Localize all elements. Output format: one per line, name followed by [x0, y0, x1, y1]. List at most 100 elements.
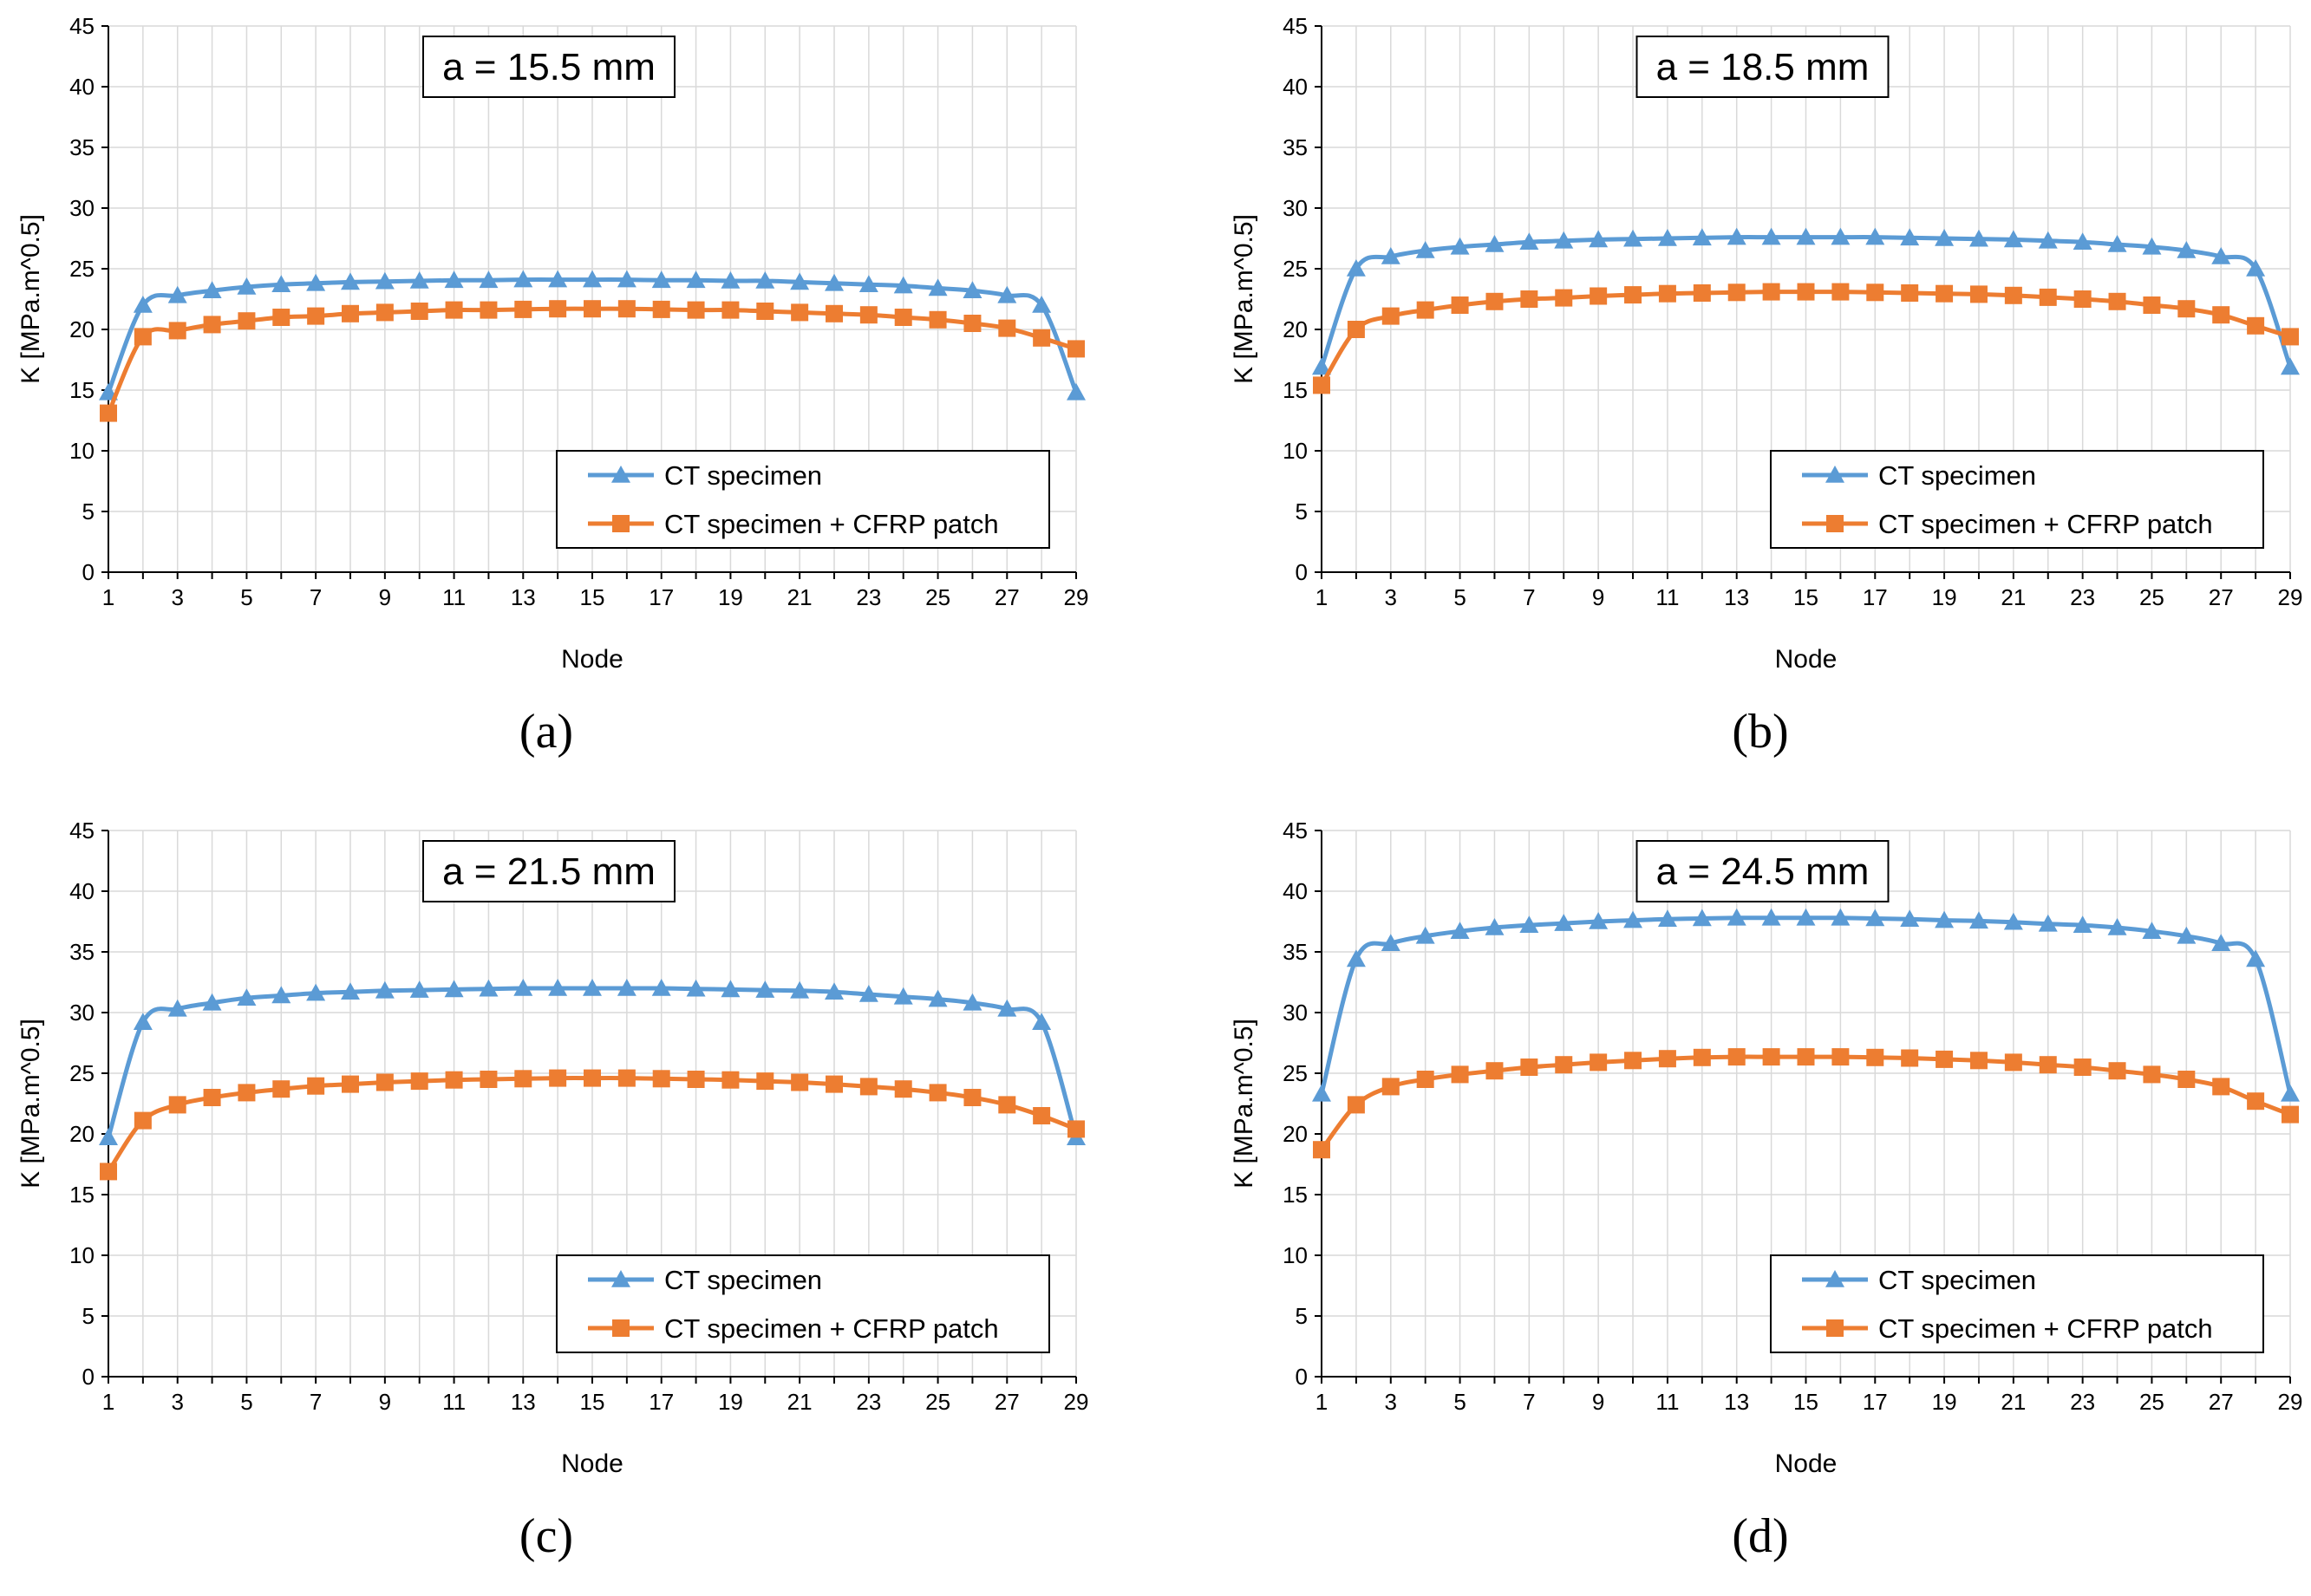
x-tick-label: 27 — [995, 1389, 1020, 1415]
series-0-point-5 — [1485, 235, 1505, 252]
series-0-point-22 — [2073, 915, 2092, 933]
title-frame — [422, 840, 676, 902]
series-1-point-14 — [1797, 283, 1815, 301]
series-0-point-26 — [2211, 934, 2231, 951]
y-tick-label: 0 — [1296, 559, 1308, 585]
series-0-point-17 — [1900, 909, 1920, 927]
y-tick-label: 35 — [1283, 939, 1308, 965]
series-1-point-17 — [687, 1071, 705, 1088]
x-axis-label: Node — [1775, 1449, 1838, 1478]
title-frame — [1635, 840, 1890, 902]
series-1-point-12 — [514, 300, 532, 318]
series-0-point-21 — [2038, 914, 2058, 932]
series-0-point-16 — [1865, 909, 1885, 927]
y-tick-label: 25 — [69, 256, 95, 282]
legend-frame — [1770, 1254, 2264, 1353]
x-tick-label: 29 — [1064, 584, 1089, 610]
series-0-point-20 — [790, 980, 810, 999]
y-tick-label: 45 — [69, 818, 95, 844]
y-axis-label: K [MPa.m^0.5] — [1230, 214, 1258, 384]
series-0 — [99, 270, 1086, 401]
series-0-point-15 — [1831, 908, 1851, 926]
series-0-point-1 — [133, 1013, 153, 1030]
series-0-point-6 — [306, 983, 326, 1001]
series-1-point-10 — [1658, 284, 1676, 303]
series-1-point-12 — [1727, 1048, 1746, 1066]
x-tick-label: 23 — [856, 1389, 881, 1415]
y-tick-label: 35 — [69, 939, 95, 965]
series-0-point-28 — [2281, 357, 2300, 375]
y-tick-label: 35 — [1283, 134, 1308, 160]
series-1-point-26 — [2212, 306, 2230, 324]
series-1-point-22 — [859, 306, 878, 324]
x-tick-label: 17 — [1863, 584, 1888, 610]
series-0-point-24 — [928, 278, 948, 296]
series-1-point-14 — [1797, 1048, 1815, 1066]
series-0-point-7 — [1554, 231, 1574, 249]
series-1-point-3 — [203, 1089, 221, 1106]
series-1-point-2 — [1381, 1078, 1400, 1096]
series-0-point-27 — [1032, 296, 1052, 313]
series-0-point-4 — [237, 277, 257, 295]
panel-caption: (b) — [1732, 705, 1788, 759]
y-tick-label: 30 — [1283, 1000, 1308, 1026]
series-1-point-22 — [859, 1078, 878, 1096]
series-1-point-9 — [1624, 1052, 1642, 1070]
series-1-point-28 — [2282, 328, 2299, 346]
series-0-point-10 — [1657, 909, 1677, 927]
series-0-point-18 — [1935, 910, 1955, 928]
chart-title: a = 21.5 mm — [442, 850, 656, 893]
series-0-point-5 — [1485, 918, 1505, 935]
x-tick-label: 11 — [1655, 584, 1679, 610]
y-tick-label: 5 — [1296, 1303, 1308, 1329]
x-tick-label: 29 — [1064, 1389, 1089, 1415]
series-1-point-3 — [1416, 1071, 1434, 1088]
series-0-point-2 — [1381, 934, 1400, 951]
x-axis-label: Node — [561, 645, 623, 674]
series-0-point-11 — [1692, 228, 1712, 246]
series-0-point-6 — [1519, 232, 1539, 250]
series-1-point-21 — [826, 304, 843, 322]
series-0-point-26 — [997, 285, 1017, 303]
series-0-point-23 — [893, 987, 913, 1005]
series-0-point-17 — [686, 270, 706, 289]
series-1-point-7 — [342, 304, 359, 322]
series-1-point-28 — [2282, 1105, 2299, 1124]
series-1-point-12 — [514, 1070, 532, 1088]
series-1-point-12 — [1727, 283, 1746, 302]
series-1-point-26 — [998, 1096, 1016, 1114]
series-0-point-9 — [1623, 229, 1643, 247]
series-0-point-0 — [1312, 1084, 1331, 1102]
x-tick-label: 19 — [718, 584, 743, 610]
series-0-point-24 — [2142, 237, 2162, 255]
x-tick-label: 5 — [1453, 1389, 1466, 1415]
series-0-point-10 — [444, 980, 464, 998]
series-0-point-21 — [825, 273, 844, 291]
y-tick-label: 0 — [82, 559, 95, 585]
series-1-point-16 — [652, 1070, 670, 1088]
legend-label-1: CT specimen + CFRP patch — [1878, 1313, 2213, 1344]
series-1-point-22 — [2073, 1059, 2092, 1076]
series-0-point-3 — [202, 281, 222, 298]
x-tick-label: 15 — [580, 584, 605, 610]
legend-frame — [556, 1254, 1050, 1353]
x-tick-label: 1 — [1315, 1389, 1328, 1415]
series-0-point-15 — [617, 270, 637, 288]
series-0-point-13 — [548, 979, 568, 996]
y-tick-label: 30 — [69, 1000, 95, 1026]
y-tick-label: 25 — [1283, 256, 1308, 282]
series-1-point-28 — [1067, 1120, 1085, 1138]
series-1-point-7 — [1555, 289, 1573, 307]
y-axis-label: K [MPa.m^0.5] — [16, 214, 45, 384]
series-0-point-8 — [375, 980, 395, 999]
series-1-point-legend — [612, 1319, 630, 1337]
series-0-point-23 — [2107, 918, 2127, 935]
series-0-point-7 — [341, 982, 360, 1000]
series-1-point-27 — [2247, 1092, 2265, 1111]
series-1-point-legend — [612, 515, 630, 532]
legend-label-0: CT specimen — [664, 460, 822, 491]
x-tick-label: 27 — [2209, 1389, 2234, 1415]
x-tick-label: 7 — [310, 1389, 322, 1415]
series-1-point-4 — [238, 312, 256, 330]
series-1-point-11 — [1693, 284, 1711, 302]
